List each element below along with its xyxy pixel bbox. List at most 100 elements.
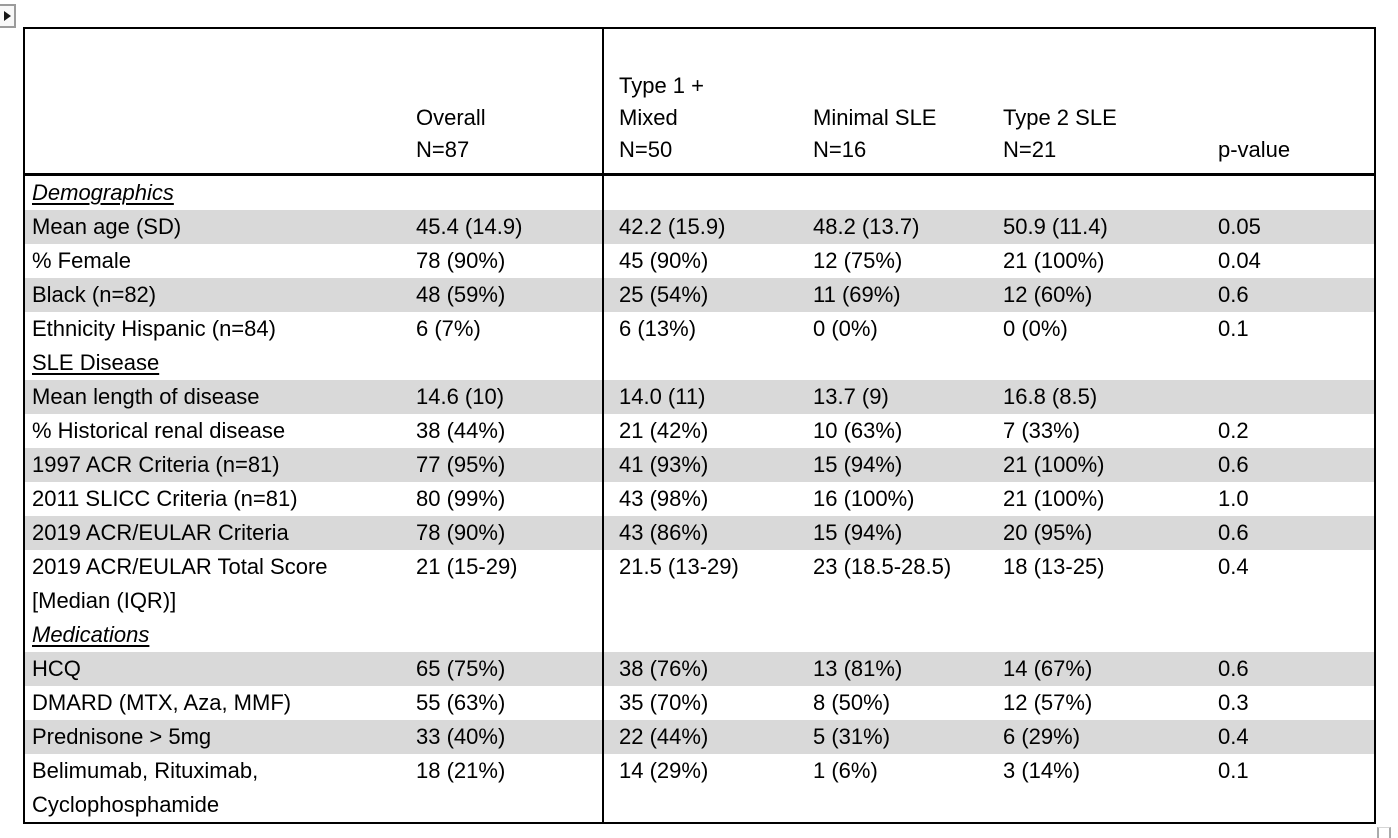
table-row: Prednisone > 5mg 33 (40%) 22 (44%) 5 (31%) 6… [25, 720, 1374, 754]
table-cell: 38 (44%) [416, 418, 506, 443]
table-cell: 41 (93%) [602, 448, 812, 482]
table-cell: 77 (95%) [416, 452, 506, 477]
table-row: % Historical renal disease 38 (44%) 21 (42… [25, 414, 1374, 448]
column-header: p-value [1218, 137, 1291, 162]
table-cell: 18 (21%) [416, 758, 506, 783]
section-label: SLE Disease [32, 350, 160, 375]
table-cell [1217, 380, 1374, 414]
table-cell: 0.6 [1218, 656, 1249, 681]
table-cell: 48.2 (13.7) [813, 214, 920, 239]
table-cell: 0.6 [1218, 520, 1249, 545]
table-cell: 50.9 (11.4) [1003, 214, 1108, 239]
row-label: 2011 SLICC Criteria (n=81) [32, 486, 298, 511]
table-row: Black (n=82) 48 (59%) 25 (54%) 11 (69%) 12 (… [25, 278, 1374, 312]
table-cell: 0.3 [1218, 690, 1249, 715]
table-cell: 13.7 (9) [813, 384, 889, 409]
table-row: % Female 78 (90%) 45 (90%) 12 (75%) 21 (100%… [25, 244, 1374, 278]
table-cell: 14.6 (10) [416, 384, 505, 409]
table-cell: 78 (90%) [416, 520, 506, 545]
table-cell: 12 (60%) [1003, 282, 1093, 307]
patient-characteristics-table: Overall N=87 Type 1 + Mixed N=50 Minimal S… [23, 27, 1376, 824]
table-resize-handle[interactable] [1377, 827, 1391, 838]
table-cell: 48 (59%) [416, 282, 506, 307]
table-cell [812, 618, 1002, 652]
table-cell: 55 (63%) [416, 690, 506, 715]
table-cell [415, 176, 602, 210]
table-cell: 21 (42%) [602, 414, 812, 448]
row-label: % Historical renal disease [32, 418, 286, 443]
table-cell: 42.2 (15.9) [602, 210, 812, 244]
table-cell: 20 (95%) [1003, 520, 1093, 545]
table-cell [1002, 346, 1217, 380]
table-cell: 25 (54%) [602, 278, 812, 312]
table-cell: 43 (98%) [602, 482, 812, 516]
table-cell: 45.4 (14.9) [416, 214, 523, 239]
table-cell [602, 346, 812, 380]
table-row: 2019 ACR/EULAR Criteria 78 (90%) 43 (86%) 1… [25, 516, 1374, 550]
row-label: Belimumab, Rituximab, Cyclophosphamide [32, 758, 259, 817]
table-row: Mean length of disease 14.6 (10) 14.0 (11)… [25, 380, 1374, 414]
table-cell: 15 (94%) [813, 452, 903, 477]
table-cell: 8 (50%) [813, 690, 891, 715]
table-cell: 35 (70%) [602, 686, 812, 720]
table-cell: 16.8 (8.5) [1003, 384, 1098, 409]
table-cell: 0.1 [1218, 758, 1249, 783]
column-header: Type 1 + Mixed N=50 [602, 29, 812, 173]
table-row: HCQ 65 (75%) 38 (76%) 13 (81%) 14 (67%) 0.6 [25, 652, 1374, 686]
table-cell: 14.0 (11) [602, 380, 812, 414]
column-header: Overall N=87 [416, 105, 486, 162]
table-cell: 1.0 [1218, 486, 1249, 511]
table-body: Demographics Mean age (SD) 45.4 (14.9) 42.2… [25, 176, 1374, 822]
table-cell: 16 (100%) [813, 486, 915, 511]
table-cell: 12 (75%) [813, 248, 903, 273]
column-header: Minimal SLE N=16 [813, 105, 937, 162]
table-cell: 18 (13-25) [1003, 554, 1105, 579]
table-cell: 7 (33%) [1003, 418, 1081, 443]
section-row: Medications [25, 618, 1374, 652]
table-cell: 14 (67%) [1003, 656, 1093, 681]
table-cell: 10 (63%) [813, 418, 903, 443]
row-label: Mean age (SD) [32, 214, 182, 239]
column-header: Type 2 SLE N=21 [1003, 105, 1117, 162]
column-header [25, 29, 415, 173]
table-row: Mean age (SD) 45.4 (14.9) 42.2 (15.9) 48.2 … [25, 210, 1374, 244]
table-cell: 23 (18.5-28.5) [813, 554, 952, 579]
table-cell [1217, 618, 1374, 652]
table-cell: 0.4 [1218, 554, 1249, 579]
table-cell [1002, 176, 1217, 210]
table-cell: 21 (100%) [1003, 452, 1105, 477]
table-header-row: Overall N=87 Type 1 + Mixed N=50 Minimal S… [25, 29, 1374, 176]
table-cell: 43 (86%) [602, 516, 812, 550]
table-row: 1997 ACR Criteria (n=81) 77 (95%) 41 (93%)… [25, 448, 1374, 482]
table-cell: 33 (40%) [416, 724, 506, 749]
row-label: Mean length of disease [32, 384, 260, 409]
table-cell: 0.6 [1218, 452, 1249, 477]
frame-arrow-button[interactable] [0, 4, 16, 28]
row-label: Black (n=82) [32, 282, 157, 307]
table-row: Ethnicity Hispanic (n=84) 6 (7%) 6 (13%) 0 … [25, 312, 1374, 346]
row-label: 2019 ACR/EULAR Total Score [Median (IQR)… [32, 554, 328, 613]
table-cell: 15 (94%) [813, 520, 903, 545]
table-cell: 13 (81%) [813, 656, 903, 681]
table-cell [1002, 618, 1217, 652]
table-row: Belimumab, Rituximab, Cyclophosphamide 18… [25, 754, 1374, 822]
table-cell: 80 (99%) [416, 486, 506, 511]
section-label: Demographics [32, 180, 174, 205]
row-label: 1997 ACR Criteria (n=81) [32, 452, 280, 477]
table-row: DMARD (MTX, Aza, MMF) 55 (63%) 35 (70%) 8 (… [25, 686, 1374, 720]
table-cell: 0.1 [1218, 316, 1249, 341]
table-cell: 3 (14%) [1003, 758, 1081, 783]
row-label: Ethnicity Hispanic (n=84) [32, 316, 276, 341]
table-cell: 22 (44%) [602, 720, 812, 754]
table-cell: 0.4 [1218, 724, 1249, 749]
section-label: Medications [32, 622, 150, 647]
table-cell: 21.5 (13-29) [602, 550, 812, 618]
table-cell [602, 618, 812, 652]
table-cell: 65 (75%) [416, 656, 506, 681]
table-cell: 11 (69%) [813, 282, 901, 307]
table-cell [415, 346, 602, 380]
table-cell: 0.05 [1218, 214, 1261, 239]
table-cell: 1 (6%) [813, 758, 878, 783]
table-cell: 78 (90%) [416, 248, 506, 273]
table-cell: 5 (31%) [813, 724, 891, 749]
